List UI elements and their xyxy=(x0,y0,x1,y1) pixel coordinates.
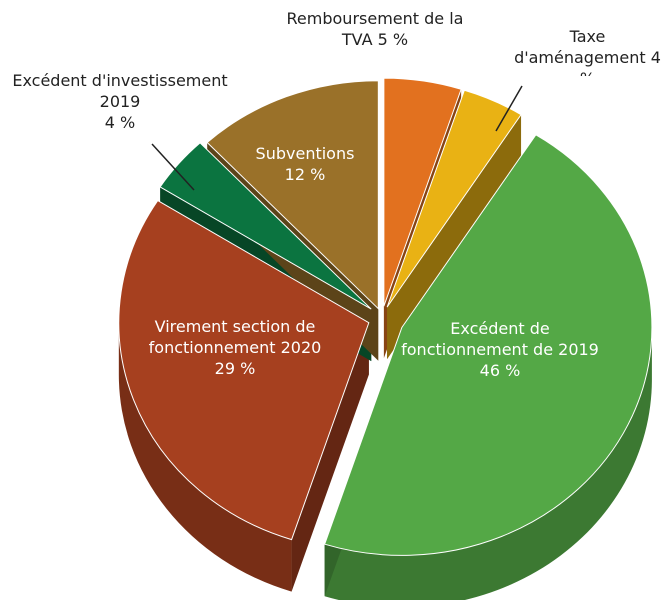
slice xyxy=(159,142,372,310)
value-label: 46 % xyxy=(479,361,521,380)
slice-edge xyxy=(291,322,369,592)
slice xyxy=(118,199,370,541)
label-box: Taxe d'aménagement 4 % xyxy=(505,26,670,76)
label-box: Subventions 12 % xyxy=(235,143,375,185)
category-label: Taxe d'aménagement xyxy=(514,27,646,67)
slice-label: Subventions 12 % xyxy=(235,143,375,185)
slice-label: Taxe d'aménagement 4 % xyxy=(505,26,670,76)
label-box: Excédent de fonctionnement de 2019 46 % xyxy=(395,318,605,381)
category-label: Excédent de fonctionnement de 2019 xyxy=(401,319,599,359)
value-label: 4 % xyxy=(580,48,661,76)
value-label: 12 % xyxy=(284,165,326,184)
slice-edge xyxy=(387,114,522,360)
leader-line xyxy=(495,85,523,132)
category-label: Subventions xyxy=(255,144,355,163)
slice-label: Excédent de fonctionnement de 2019 46 % xyxy=(395,318,605,381)
value-label: 4 % xyxy=(104,113,136,132)
leader-line xyxy=(151,143,195,191)
slice-tops xyxy=(118,77,653,556)
label-box: Virement section de fonctionnement 2020 … xyxy=(110,316,360,379)
value-label: 29 % xyxy=(214,359,256,378)
slice-side xyxy=(118,322,292,592)
slice xyxy=(206,80,379,310)
slice-side xyxy=(324,327,652,600)
label-box: Remboursement de la TVA 5 % xyxy=(275,8,475,50)
category-label: Excédent d'investissement 2019 xyxy=(12,71,228,111)
slice xyxy=(383,77,462,307)
labels: Remboursement de la TVA 5 % Taxe d'aménag… xyxy=(5,8,670,381)
category-label: Remboursement de la TVA xyxy=(286,9,464,49)
slice-label: Virement section de fonctionnement 2020 … xyxy=(110,316,360,379)
slice xyxy=(386,89,522,308)
slice xyxy=(324,134,653,556)
category-label: Virement section de fonctionnement 2020 xyxy=(148,317,322,357)
slice-label: Remboursement de la TVA 5 % xyxy=(275,8,475,50)
slice-label: Excédent d'investissement 2019 4 % xyxy=(5,70,235,133)
label-box: Excédent d'investissement 2019 4 % xyxy=(5,70,235,133)
value-label: 5 % xyxy=(377,30,409,49)
